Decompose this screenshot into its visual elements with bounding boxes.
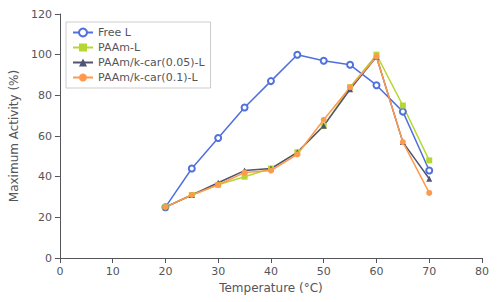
svg-text:100: 100	[31, 48, 52, 61]
svg-text:80: 80	[38, 89, 52, 102]
svg-text:PAAm/k-car(0.05)-L: PAAm/k-car(0.05)-L	[98, 56, 205, 69]
svg-text:120: 120	[31, 8, 52, 21]
svg-text:PAAm/k-car(0.1)-L: PAAm/k-car(0.1)-L	[98, 71, 198, 84]
svg-text:50: 50	[317, 265, 331, 278]
svg-text:Maximum Activity (%): Maximum Activity (%)	[7, 70, 21, 202]
svg-text:Temperature (°C): Temperature (°C)	[218, 281, 323, 295]
svg-text:30: 30	[211, 265, 225, 278]
svg-text:60: 60	[38, 130, 52, 143]
svg-text:Free L: Free L	[98, 26, 132, 39]
svg-text:40: 40	[38, 170, 52, 183]
svg-text:40: 40	[264, 265, 278, 278]
svg-text:80: 80	[475, 265, 489, 278]
svg-text:PAAm-L: PAAm-L	[98, 41, 141, 54]
svg-text:10: 10	[106, 265, 120, 278]
svg-text:20: 20	[38, 211, 52, 224]
svg-text:0: 0	[45, 252, 52, 265]
svg-text:70: 70	[422, 265, 436, 278]
svg-text:60: 60	[369, 265, 383, 278]
svg-text:0: 0	[56, 265, 63, 278]
svg-text:20: 20	[158, 265, 172, 278]
